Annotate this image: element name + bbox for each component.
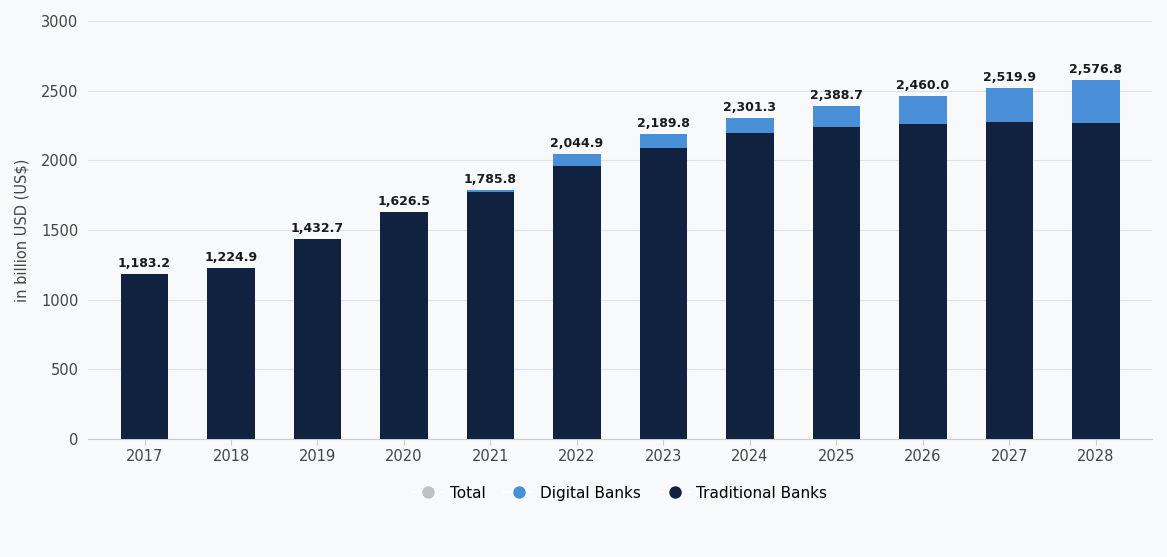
Bar (812, 127, 860, 439)
Bar (1072, 123, 1119, 439)
Bar (986, 123, 1033, 439)
Text: 1,183.2: 1,183.2 (118, 257, 172, 270)
Bar (467, 190, 515, 192)
Text: 2,388.7: 2,388.7 (810, 89, 862, 102)
Bar (208, 268, 254, 439)
Bar (553, 154, 601, 166)
Y-axis label: in billion USD (US$): in billion USD (US$) (15, 158, 30, 302)
Bar (726, 118, 774, 133)
Bar (640, 148, 687, 439)
Bar (294, 240, 341, 439)
Bar (380, 212, 428, 439)
Text: 2,460.0: 2,460.0 (896, 79, 950, 92)
Text: 1,224.9: 1,224.9 (204, 251, 258, 265)
Bar (467, 192, 515, 439)
Bar (640, 134, 687, 148)
Text: 1,432.7: 1,432.7 (291, 222, 344, 236)
Text: 2,189.8: 2,189.8 (637, 117, 690, 130)
Bar (726, 133, 774, 439)
Bar (1072, 80, 1119, 123)
Text: 1,626.5: 1,626.5 (377, 196, 431, 208)
Bar (812, 106, 860, 127)
Text: 1,785.8: 1,785.8 (464, 173, 517, 186)
Text: 2,519.9: 2,519.9 (983, 71, 1036, 84)
Legend: Total, Digital Banks, Traditional Banks: Total, Digital Banks, Traditional Banks (407, 480, 833, 507)
Text: 2,301.3: 2,301.3 (724, 101, 776, 114)
Bar (553, 166, 601, 439)
Bar (899, 124, 946, 439)
Text: 2,044.9: 2,044.9 (551, 137, 603, 150)
Bar (986, 88, 1033, 123)
Text: 2,576.8: 2,576.8 (1069, 63, 1123, 76)
Bar (899, 96, 946, 124)
Bar (120, 274, 168, 439)
